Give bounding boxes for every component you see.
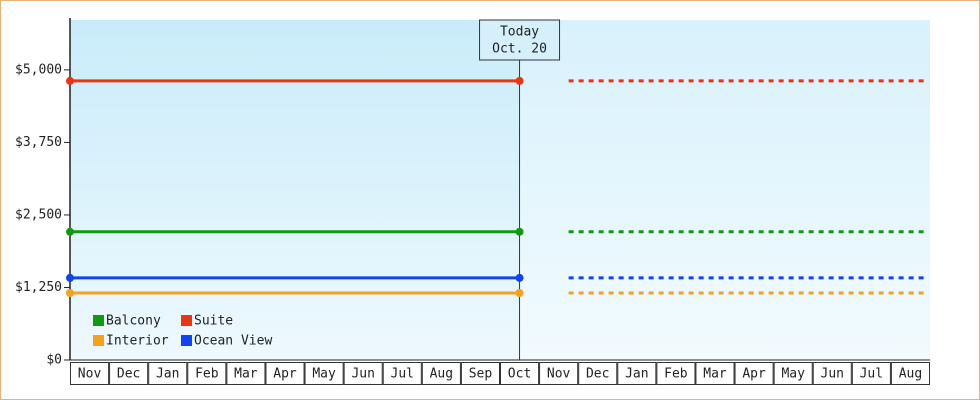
legend-swatch [93, 335, 104, 346]
month-box [656, 362, 696, 385]
month-box [460, 362, 500, 385]
month-box [695, 362, 735, 385]
y-tick-label: $3,750 [15, 135, 62, 150]
month-box [187, 362, 227, 385]
x-tick-label: Jul [391, 367, 414, 382]
x-tick-label: May [781, 367, 805, 382]
legend-label: Balcony [106, 314, 161, 329]
month-box [773, 362, 813, 385]
legend-swatch [181, 315, 192, 326]
plot-future [519, 20, 930, 360]
month-box [851, 362, 891, 385]
x-tick-label: Dec [117, 367, 140, 382]
x-tick-label: Nov [547, 367, 571, 382]
legend-label: Interior [106, 334, 169, 349]
x-tick-label: Mar [703, 367, 727, 382]
point [515, 227, 524, 236]
point [515, 273, 524, 282]
month-box [421, 362, 461, 385]
x-tick-label: May [312, 367, 336, 382]
point [66, 76, 74, 85]
month-box [578, 362, 618, 385]
today-title: Today [500, 25, 539, 40]
x-tick-label: Dec [586, 367, 609, 382]
y-tick-label: $0 [46, 353, 62, 368]
month-box [617, 362, 657, 385]
point [66, 288, 74, 297]
x-tick-label: Mar [234, 367, 258, 382]
month-box [109, 362, 149, 385]
legend-label: Ocean View [194, 334, 272, 349]
month-box [734, 362, 774, 385]
legend-label: Suite [194, 314, 233, 329]
point [515, 76, 524, 85]
month-box [226, 362, 266, 385]
month-box [539, 362, 579, 385]
x-tick-label: Jan [156, 367, 179, 382]
x-tick-label: Sep [469, 367, 493, 382]
point [66, 227, 74, 236]
x-tick-label: Jan [625, 367, 648, 382]
x-tick-label: Oct [508, 367, 531, 382]
plot-past [70, 20, 520, 360]
legend-swatch [93, 315, 104, 326]
point [515, 288, 524, 297]
x-tick-label: Feb [664, 367, 688, 382]
x-tick-label: Jun [821, 367, 844, 382]
x-tick-label: Apr [273, 367, 297, 382]
month-box [343, 362, 383, 385]
month-box [148, 362, 188, 385]
x-tick-label: Feb [195, 367, 219, 382]
today-box [479, 19, 561, 61]
month-box [265, 362, 305, 385]
x-tick-label: Jun [351, 367, 374, 382]
x-tick-label: Jul [860, 367, 883, 382]
x-tick-label: Apr [742, 367, 766, 382]
legend-swatch [181, 335, 192, 346]
y-tick-label: $1,250 [15, 280, 62, 295]
month-box [812, 362, 852, 385]
x-tick-label: Nov [78, 367, 102, 382]
today-date: Oct. 20 [492, 42, 547, 57]
x-tick-label: Aug [430, 367, 453, 382]
y-tick-label: $2,500 [15, 207, 62, 222]
month-box [500, 362, 540, 385]
month-box [70, 362, 110, 385]
x-tick-label: Aug [899, 367, 922, 382]
point [66, 273, 74, 282]
y-tick-label: $5,000 [15, 62, 62, 77]
month-box [382, 362, 422, 385]
month-box [890, 362, 931, 385]
month-box [304, 362, 344, 385]
